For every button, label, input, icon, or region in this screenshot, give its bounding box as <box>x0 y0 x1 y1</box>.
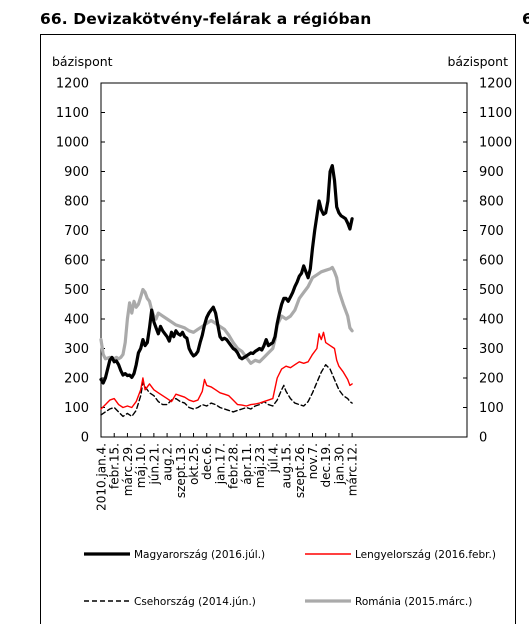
y-axis-label-left: bázispont <box>52 54 113 69</box>
series-line <box>100 364 353 418</box>
y-tick-label-left: 800 <box>64 195 89 210</box>
x-tick-label: máj.10. <box>134 443 148 488</box>
x-tick-label: márc.12. <box>346 443 360 496</box>
legend: Magyarország (2016.júl.) Lengyelország (2… <box>84 549 496 608</box>
y-tick-label-right: 0 <box>479 431 487 446</box>
axes-layer: bázispont bázispont 0 0 100 100 200 200 300 300 40… <box>52 54 512 511</box>
frame-top-rule <box>40 34 516 35</box>
y-tick-label-left: 100 <box>64 401 89 416</box>
y-tick-label-left: 300 <box>64 342 89 357</box>
adjacent-title-fragment: 6 <box>522 10 529 28</box>
y-axis-label-right: bázispont <box>447 54 508 69</box>
y-tick-label-right: 300 <box>479 342 504 357</box>
x-tick-label: szept.26. <box>293 443 307 498</box>
legend-label: Románia (2015.márc.) <box>355 596 472 608</box>
x-tick-label: 2010.jan.4. <box>95 443 109 511</box>
y-tick-label-left: 0 <box>81 431 89 446</box>
y-tick-label-left: 200 <box>64 372 89 387</box>
series-layer <box>99 164 354 418</box>
y-tick-label-right: 200 <box>479 372 504 387</box>
x-tick-label: jan.30. <box>332 443 346 485</box>
y-tick-label-right: 500 <box>479 283 504 298</box>
x-tick-label: márc.29. <box>121 443 135 496</box>
legend-label: Lengyelország (2016.febr.) <box>355 549 496 561</box>
y-tick-label-left: 500 <box>64 283 89 298</box>
x-tick-label: nov.7. <box>306 443 320 479</box>
y-tick-label-right: 400 <box>479 313 504 328</box>
y-tick-label-left: 1100 <box>56 106 89 121</box>
y-tick-label-right: 1200 <box>479 77 512 92</box>
y-tick-label-left: 700 <box>64 224 89 239</box>
x-tick-label: febr.28. <box>227 443 241 489</box>
x-tick-label: okt.25. <box>187 443 201 485</box>
series-line <box>100 331 353 410</box>
plot-area-frame <box>100 82 468 438</box>
x-tick-label: aug.15. <box>280 443 294 488</box>
y-tick-label-right: 800 <box>479 195 504 210</box>
frame-right-rule <box>515 34 516 624</box>
x-tick-label: júl.4. <box>266 443 280 474</box>
y-tick-label-right: 600 <box>479 254 504 269</box>
y-tick-label-left: 400 <box>64 313 89 328</box>
y-tick-label-left: 900 <box>64 165 89 180</box>
x-tick-label: máj.23. <box>253 443 267 488</box>
x-tick-label: febr.15. <box>108 443 122 489</box>
x-tick-label: szept.13. <box>174 443 188 498</box>
x-tick-label: dec.19. <box>319 443 333 488</box>
frame-left-rule <box>40 34 41 624</box>
y-tick-label-right: 700 <box>479 224 504 239</box>
y-tick-label-left: 600 <box>64 254 89 269</box>
x-tick-label: ápr.11. <box>240 443 254 485</box>
y-tick-label-right: 900 <box>479 165 504 180</box>
y-tick-label-left: 1200 <box>56 77 89 92</box>
legend-label: Magyarország (2016.júl.) <box>134 549 265 561</box>
chart-title: 66. Devizakötvény-felárak a régióban <box>40 10 372 28</box>
x-tick-label: dec.6. <box>200 443 214 480</box>
x-tick-label: jún.21. <box>147 443 161 485</box>
y-tick-label-left: 1000 <box>56 136 89 151</box>
x-tick-label: aug.2. <box>161 443 175 481</box>
y-tick-label-right: 1100 <box>479 106 512 121</box>
legend-label: Csehország (2014.jún.) <box>134 596 256 608</box>
y-tick-label-right: 1000 <box>479 136 512 151</box>
y-tick-label-right: 100 <box>479 401 504 416</box>
x-tick-label: jan.17. <box>213 443 227 485</box>
series-line <box>99 265 354 365</box>
series-line <box>99 164 354 385</box>
